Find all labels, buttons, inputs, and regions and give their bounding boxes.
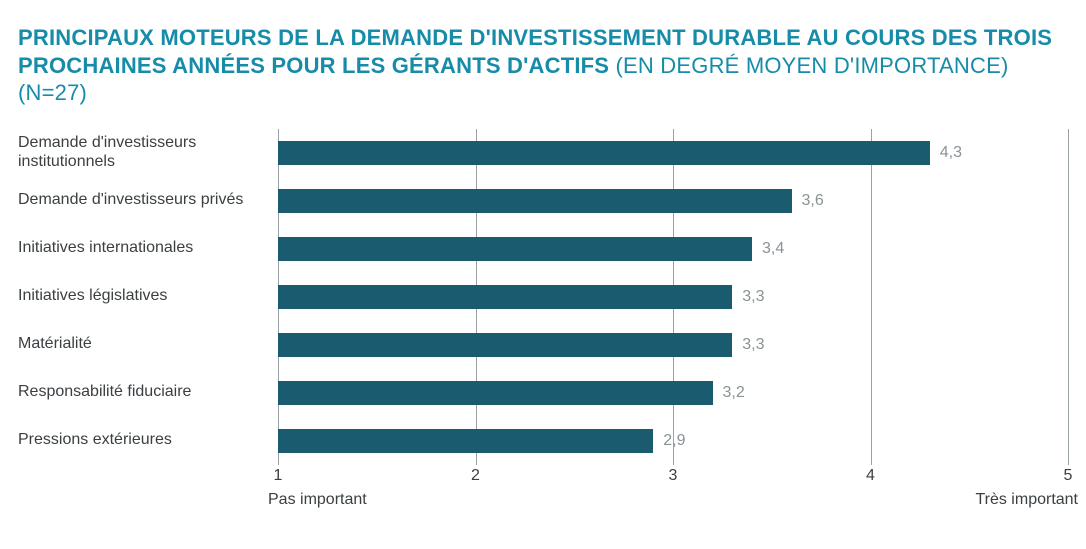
x-tick-label: 1 <box>274 467 283 485</box>
x-tick-label: 3 <box>669 467 678 485</box>
gridline <box>1068 225 1069 273</box>
bar <box>278 141 930 165</box>
bar-row: Initiatives internationales 3,4 <box>18 225 1068 273</box>
bar-row: Demande d'investisseurs institutionnels 4… <box>18 129 1068 177</box>
gridline <box>871 225 872 273</box>
value-label: 3,6 <box>792 189 824 213</box>
x-axis: 12345Pas importantTrès important <box>18 465 1068 509</box>
x-axis-label-right: Très important <box>975 491 1078 509</box>
plot-cell: 3,6 <box>278 177 1068 225</box>
bar <box>278 285 732 309</box>
gridline <box>871 177 872 225</box>
category-label: Matérialité <box>18 335 278 353</box>
plot-cell: 2,9 <box>278 417 1068 465</box>
plot-cell: 4,3 <box>278 129 1068 177</box>
plot-cell: 3,4 <box>278 225 1068 273</box>
value-label: 2,9 <box>653 429 685 453</box>
gridline <box>1068 369 1069 417</box>
gridline <box>871 369 872 417</box>
chart-title: PRINCIPAUX MOTEURS DE LA DEMANDE D'INVES… <box>18 24 1068 107</box>
value-label: 3,2 <box>713 381 745 405</box>
category-label: Demande d'investisseurs privés <box>18 191 278 209</box>
bar <box>278 333 732 357</box>
bar-row: Responsabilité fiduciaire 3,2 <box>18 369 1068 417</box>
value-label: 3,4 <box>752 237 784 261</box>
gridline <box>1068 273 1069 321</box>
bar-row: Pressions extérieures 2,9 <box>18 417 1068 465</box>
category-label: Initiatives législatives <box>18 287 278 305</box>
gridline <box>871 273 872 321</box>
gridline <box>871 321 872 369</box>
gridline <box>1068 321 1069 369</box>
x-tick-label: 2 <box>471 467 480 485</box>
plot-cell: 3,3 <box>278 321 1068 369</box>
bar-row: Matérialité 3,3 <box>18 321 1068 369</box>
value-label: 3,3 <box>732 285 764 309</box>
gridline <box>1068 177 1069 225</box>
x-axis-label-left: Pas important <box>268 491 367 509</box>
bar <box>278 237 752 261</box>
category-label: Initiatives internationales <box>18 239 278 257</box>
gridline <box>1068 129 1069 177</box>
category-label: Responsabilité fiduciaire <box>18 383 278 401</box>
gridline <box>871 417 872 465</box>
category-label: Demande d'investisseurs institutionnels <box>18 134 278 171</box>
axis-plot: 12345Pas importantTrès important <box>278 465 1068 509</box>
plot-cell: 3,3 <box>278 273 1068 321</box>
bar-chart: Demande d'investisseurs institutionnels 4… <box>18 129 1068 509</box>
bar <box>278 429 653 453</box>
page: PRINCIPAUX MOTEURS DE LA DEMANDE D'INVES… <box>0 0 1086 549</box>
bar <box>278 189 792 213</box>
bar <box>278 381 713 405</box>
plot-cell: 3,2 <box>278 369 1068 417</box>
value-label: 4,3 <box>930 141 962 165</box>
x-tick-label: 5 <box>1064 467 1073 485</box>
gridline <box>1068 417 1069 465</box>
value-label: 3,3 <box>732 333 764 357</box>
bar-row: Initiatives législatives 3,3 <box>18 273 1068 321</box>
category-label: Pressions extérieures <box>18 431 278 449</box>
bar-row: Demande d'investisseurs privés 3,6 <box>18 177 1068 225</box>
x-tick-label: 4 <box>866 467 875 485</box>
